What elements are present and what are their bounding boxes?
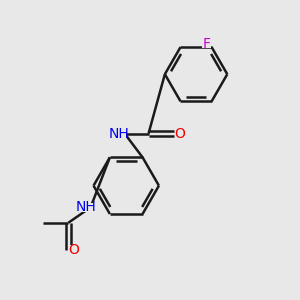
Bar — [202, 40, 211, 48]
Text: O: O — [174, 127, 185, 141]
Text: NH: NH — [76, 200, 97, 214]
Bar — [113, 130, 126, 138]
Bar — [175, 130, 184, 138]
Text: F: F — [202, 37, 210, 51]
Bar — [69, 245, 78, 254]
Text: O: O — [68, 243, 79, 256]
Bar — [80, 203, 93, 212]
Text: NH: NH — [109, 127, 130, 141]
